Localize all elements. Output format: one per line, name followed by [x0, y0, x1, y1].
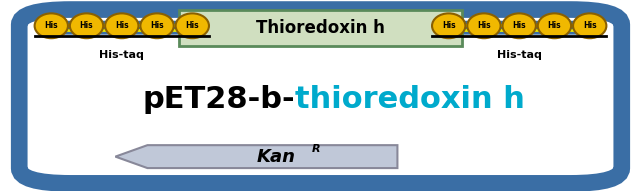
Text: His: His: [583, 21, 597, 30]
Ellipse shape: [573, 13, 606, 38]
Ellipse shape: [105, 13, 138, 38]
Text: R: R: [312, 144, 320, 154]
Text: thioredoxin h: thioredoxin h: [295, 85, 525, 114]
FancyBboxPatch shape: [179, 10, 462, 46]
Text: His: His: [79, 21, 94, 30]
Text: pET28-b-: pET28-b-: [142, 85, 295, 114]
Text: His: His: [185, 21, 199, 30]
Text: His: His: [150, 21, 164, 30]
Ellipse shape: [432, 13, 465, 38]
Text: His: His: [442, 21, 456, 30]
Ellipse shape: [140, 13, 174, 38]
Polygon shape: [115, 145, 397, 168]
Text: His: His: [44, 21, 58, 30]
Text: His-taq: His-taq: [99, 50, 144, 60]
Ellipse shape: [70, 13, 103, 38]
Text: His: His: [547, 21, 562, 30]
Ellipse shape: [35, 13, 68, 38]
Text: His: His: [115, 21, 129, 30]
FancyBboxPatch shape: [19, 10, 622, 183]
Text: His: His: [477, 21, 491, 30]
Ellipse shape: [176, 13, 209, 38]
Text: His: His: [512, 21, 526, 30]
Ellipse shape: [503, 13, 536, 38]
Text: His-taq: His-taq: [497, 50, 542, 60]
Text: Kan: Kan: [256, 148, 295, 166]
Text: Thioredoxin h: Thioredoxin h: [256, 19, 385, 37]
Ellipse shape: [538, 13, 571, 38]
Ellipse shape: [467, 13, 501, 38]
